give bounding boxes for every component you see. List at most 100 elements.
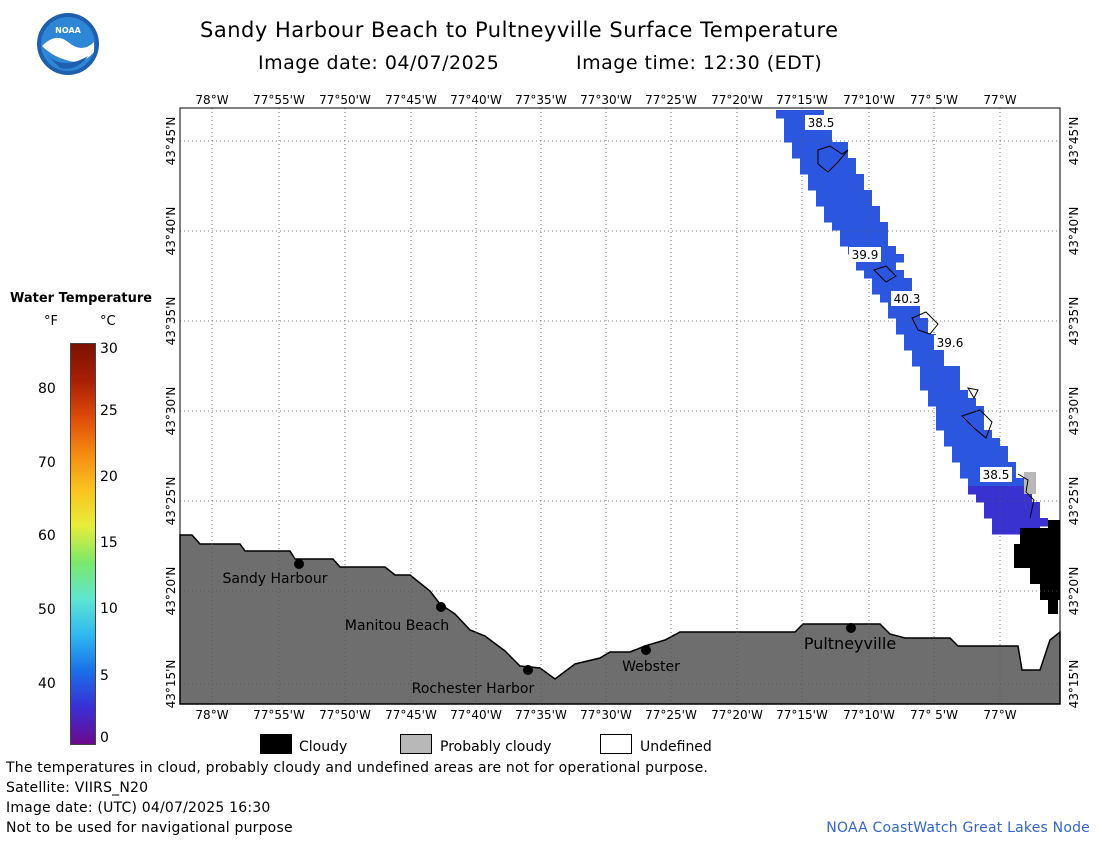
water-pixel-row bbox=[832, 222, 888, 231]
longitude-label: 77°25'W bbox=[645, 708, 697, 722]
water-pixel-row bbox=[936, 406, 984, 415]
water-pixel-row bbox=[896, 326, 928, 335]
undefined-label: Undefined bbox=[640, 739, 712, 755]
cloudy-swatch bbox=[260, 734, 292, 754]
place-markers: Sandy Harbour Manitou Beach Rochester Harb… bbox=[223, 559, 896, 697]
map-title: Sandy Harbour Beach to Pultneyville Surf… bbox=[200, 18, 839, 42]
contour-label-box bbox=[849, 247, 881, 262]
place-label: Webster bbox=[622, 659, 680, 675]
water-pixel-row bbox=[912, 350, 944, 359]
cloudy-pixel bbox=[1048, 600, 1058, 614]
footer-satellite: Satellite: VIIRS_N20 bbox=[6, 780, 149, 796]
place-label: Sandy Harbour bbox=[223, 571, 328, 587]
water-pixel-row bbox=[968, 478, 1024, 487]
water-pixel-row bbox=[864, 270, 904, 279]
water-pixel-row bbox=[896, 318, 928, 327]
place-dot bbox=[641, 645, 651, 655]
longitude-label: 77°30'W bbox=[580, 93, 632, 107]
water-pixel-row bbox=[776, 110, 824, 119]
water-pixel-row bbox=[792, 150, 848, 159]
longitude-label: 77°15'W bbox=[776, 93, 828, 107]
noaa-credit-link[interactable]: NOAA CoastWatch Great Lakes Node bbox=[826, 820, 1090, 836]
legend-title: Water Temperature bbox=[10, 291, 153, 306]
place-label: Manitou Beach bbox=[345, 618, 449, 634]
cloudy-pixel bbox=[1030, 568, 1060, 584]
longitude-label: 77°40'W bbox=[450, 708, 502, 722]
longitude-label: 77° 5'W bbox=[910, 708, 958, 722]
water-pixel-row bbox=[952, 454, 1008, 463]
longitude-label: 77°35'W bbox=[515, 93, 567, 107]
longitude-label: 77°10'W bbox=[843, 93, 895, 107]
water-pixel-row bbox=[992, 526, 1040, 535]
longitude-label: 77°45'W bbox=[385, 708, 437, 722]
longitude-label: 77° 5'W bbox=[910, 93, 958, 107]
celsius-tick-label: 20 bbox=[100, 469, 118, 485]
latitude-label: 43°40'N bbox=[164, 207, 178, 256]
water-pixel-row bbox=[784, 134, 832, 143]
celsius-tick-label: 15 bbox=[100, 535, 118, 551]
fahrenheit-tick-label: 80 bbox=[38, 381, 56, 397]
shoreline-land bbox=[179, 534, 1061, 705]
latitude-label: 43°15'N bbox=[164, 660, 178, 709]
water-pixel-row bbox=[888, 302, 920, 311]
longitude-label: 77°55'W bbox=[253, 708, 305, 722]
place-label: Pultneyville bbox=[804, 634, 896, 653]
cloudy-label: Cloudy bbox=[299, 739, 348, 755]
latitude-label: 43°35'N bbox=[164, 297, 178, 346]
water-pixel-row bbox=[928, 398, 976, 407]
longitude-label: 77°W bbox=[983, 93, 1016, 107]
image-time: Image time: 12:30 (EDT) bbox=[576, 52, 823, 74]
longitude-label: 77°25'W bbox=[645, 93, 697, 107]
isotherm-line bbox=[966, 387, 979, 400]
water-pixel-row bbox=[816, 198, 872, 207]
water-pixel-row bbox=[808, 174, 864, 183]
water-pixel-row bbox=[936, 414, 984, 423]
latitude-label: 43°20'N bbox=[164, 567, 178, 616]
water-pixel-row bbox=[904, 342, 936, 351]
longitude-labels-top: 78°W 77°55'W 77°50'W 77°45'W 77°40'W 77°35'W 7… bbox=[195, 93, 1016, 107]
longitude-label: 77°55'W bbox=[253, 93, 305, 107]
contour-value: 39.6 bbox=[937, 336, 964, 350]
place-dot bbox=[436, 602, 446, 612]
surface-temperature-map[interactable]: 78°W 77°55'W 77°50'W 77°45'W 77°40'W 77°35'W 7… bbox=[0, 0, 1100, 760]
contour-value: 40.3 bbox=[894, 292, 921, 306]
longitude-label: 77°30'W bbox=[580, 708, 632, 722]
water-pixel-row bbox=[976, 494, 1032, 503]
longitude-label: 77°15'W bbox=[776, 708, 828, 722]
contour-label-box bbox=[934, 335, 966, 350]
place-label: Rochester Harbor bbox=[412, 681, 535, 697]
longitude-labels-bottom: 78°W 77°55'W 77°50'W 77°45'W 77°40'W 77°35'W 7… bbox=[195, 708, 1016, 722]
footer-disclaimer: The temperatures in cloud, probably clou… bbox=[6, 760, 709, 776]
latitude-label: 43°20'N bbox=[1067, 567, 1081, 616]
contour-label-box bbox=[805, 115, 837, 130]
water-pixel-row bbox=[856, 262, 896, 271]
water-pixel-row bbox=[816, 190, 872, 199]
noaa-logo: NOAA bbox=[37, 13, 99, 75]
longitude-label: 77°50'W bbox=[319, 93, 371, 107]
water-pixel-row bbox=[960, 462, 1016, 471]
longitude-label: 77°20'W bbox=[711, 93, 763, 107]
water-pixel-row bbox=[944, 430, 992, 439]
water-pixel-row bbox=[784, 126, 832, 135]
legend-unit-c: °C bbox=[100, 314, 116, 329]
water-pixel-row bbox=[824, 206, 880, 215]
legend-unit-f: °F bbox=[44, 314, 58, 329]
water-pixel-row bbox=[840, 230, 888, 239]
place-dot bbox=[294, 559, 304, 569]
place-dot bbox=[523, 665, 533, 675]
footer-image-date-utc: Image date: (UTC) 04/07/2025 16:30 bbox=[6, 800, 271, 816]
water-pixel-row bbox=[800, 158, 856, 167]
isotherm-line bbox=[1017, 473, 1035, 519]
water-pixel-row bbox=[984, 510, 1040, 519]
water-pixel-row bbox=[936, 422, 984, 431]
probably-cloudy-swatch bbox=[400, 734, 432, 754]
water-pixel-row bbox=[840, 238, 888, 247]
map-frame bbox=[179, 107, 1061, 705]
latitude-label: 43°15'N bbox=[1067, 660, 1081, 709]
contour-value-labels: 38.5 39.9 40.3 39.6 38.5 bbox=[805, 115, 1012, 482]
latitude-label: 43°25'N bbox=[1067, 477, 1081, 526]
water-pixel-row bbox=[952, 446, 1008, 455]
celsius-tick-label: 0 bbox=[100, 730, 109, 746]
cloudy-pixel bbox=[1014, 544, 1060, 568]
latitude-labels-right: 43°45'N 43°40'N 43°35'N 43°30'N 43°25'N 43°20… bbox=[1067, 117, 1081, 709]
